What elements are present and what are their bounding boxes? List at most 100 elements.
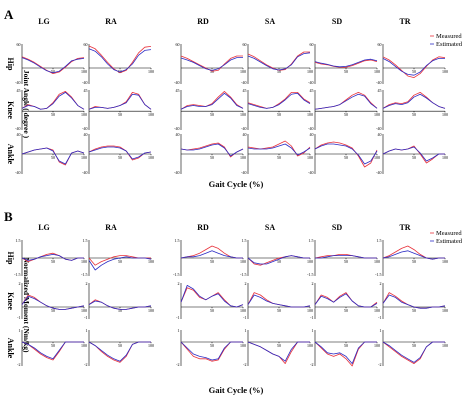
y-tick-label: -2 <box>310 362 313 367</box>
series-line-measured <box>180 245 243 259</box>
y-tick-label: -40 <box>308 126 313 131</box>
y-tick-label: 45 <box>17 88 21 93</box>
y-tick-label: -1 <box>243 315 246 320</box>
row-label: Ankle <box>6 144 15 165</box>
y-tick-label: 1.5 <box>175 238 180 243</box>
y-tick-label: -40 <box>82 170 87 175</box>
series-line-estimated <box>247 92 311 109</box>
x-tick-label: 50 <box>118 112 122 117</box>
y-tick-label: 60 <box>310 42 314 47</box>
y-tick-label: -40 <box>174 80 179 85</box>
legend-estimated-label: Estimated <box>436 238 463 245</box>
x-tick-label: 100 <box>442 112 448 117</box>
row-label: Knee <box>6 101 15 119</box>
row-label: Knee <box>6 292 15 310</box>
x-tick-label: 100 <box>307 308 313 313</box>
series-line-estimated <box>21 253 84 261</box>
y-tick-label: 1.5 <box>309 238 314 243</box>
series-line-measured <box>247 51 310 71</box>
series-line-estimated <box>314 93 378 110</box>
y-tick-label: 40 <box>84 132 88 137</box>
y-tick-label: -40 <box>376 170 381 175</box>
x-tick-label: 100 <box>307 343 313 348</box>
x-tick-label: 100 <box>148 259 154 264</box>
x-tick-label: 100 <box>81 112 87 117</box>
row-label: Hip <box>6 58 15 71</box>
series-line-estimated <box>314 143 378 165</box>
x-tick-label: 50 <box>210 259 214 264</box>
x-tick-label: 100 <box>240 343 246 348</box>
series-line-estimated <box>21 147 85 165</box>
x-tick-label: 50 <box>277 259 281 264</box>
y-tick-label: 2 <box>19 281 21 286</box>
x-tick-label: 50 <box>51 308 55 313</box>
legend-measured-label: Measured <box>436 230 462 237</box>
series-line-estimated <box>315 255 377 259</box>
x-tick-label: 50 <box>277 69 281 74</box>
column-title: RA <box>105 17 117 26</box>
series-line-estimated <box>88 300 152 310</box>
legend-estimated-label: Estimated <box>436 41 463 48</box>
series-line-estimated <box>180 92 244 110</box>
series-line-estimated <box>382 58 445 76</box>
series-line-estimated <box>88 341 151 362</box>
row-label: Hip <box>6 252 15 265</box>
x-tick-label: 100 <box>374 112 380 117</box>
panel-letter: A <box>4 7 14 22</box>
series-line-measured <box>314 141 378 168</box>
series-line-estimated <box>382 341 445 363</box>
y-tick-label: 45 <box>378 88 382 93</box>
y-tick-label: 40 <box>243 132 247 137</box>
y-tick-label: 1.5 <box>83 238 88 243</box>
x-tick-label: 100 <box>240 69 246 74</box>
x-tick-label: 100 <box>442 259 448 264</box>
y-tick-label: -40 <box>376 80 381 85</box>
x-tick-label: 50 <box>51 155 55 160</box>
series-line-estimated <box>180 341 243 361</box>
y-tick-label: -40 <box>174 126 179 131</box>
y-tick-label: -40 <box>376 126 381 131</box>
series-line-estimated <box>247 143 311 156</box>
y-tick-label: 45 <box>243 88 247 93</box>
y-tick-label: 40 <box>310 132 314 137</box>
x-tick-label: 100 <box>148 69 154 74</box>
y-tick-label: -2 <box>378 362 381 367</box>
column-title: SD <box>332 17 342 26</box>
y-tick-label: 45 <box>84 88 88 93</box>
y-tick-label: 60 <box>176 42 180 47</box>
series-line-estimated <box>88 93 152 110</box>
column-title: TR <box>399 223 410 232</box>
series-line-estimated <box>180 250 243 259</box>
x-tick-label: 50 <box>118 343 122 348</box>
y-tick-label: 1.5 <box>16 238 21 243</box>
y-tick-label: -40 <box>82 80 87 85</box>
series-line-measured <box>247 91 311 109</box>
x-tick-label: 100 <box>81 343 87 348</box>
panel-letter: B <box>4 209 13 224</box>
y-tick-label: -1.5 <box>14 272 20 277</box>
y-tick-label: 1 <box>86 328 88 333</box>
series-line-measured <box>382 245 445 260</box>
x-tick-label: 50 <box>277 343 281 348</box>
x-tick-label: 50 <box>344 112 348 117</box>
y-tick-label: -1.5 <box>81 272 87 277</box>
series-line-estimated <box>382 93 446 109</box>
y-tick-label: -2 <box>84 362 87 367</box>
x-tick-label: 50 <box>51 69 55 74</box>
x-tick-label: 50 <box>277 155 281 160</box>
x-tick-label: 100 <box>374 259 380 264</box>
x-tick-label: 50 <box>412 343 416 348</box>
y-tick-label: -1 <box>310 315 313 320</box>
y-tick-label: 2 <box>86 281 88 286</box>
series-line-estimated <box>180 284 244 308</box>
series-line-measured <box>180 91 244 110</box>
series-line-estimated <box>21 295 85 310</box>
x-tick-label: 50 <box>344 308 348 313</box>
y-tick-label: 60 <box>17 42 21 47</box>
y-tick-label: 1 <box>245 328 247 333</box>
y-tick-label: -2 <box>243 362 246 367</box>
y-tick-label: -40 <box>15 80 20 85</box>
series-line-measured <box>180 287 244 308</box>
series-line-estimated <box>180 143 244 157</box>
